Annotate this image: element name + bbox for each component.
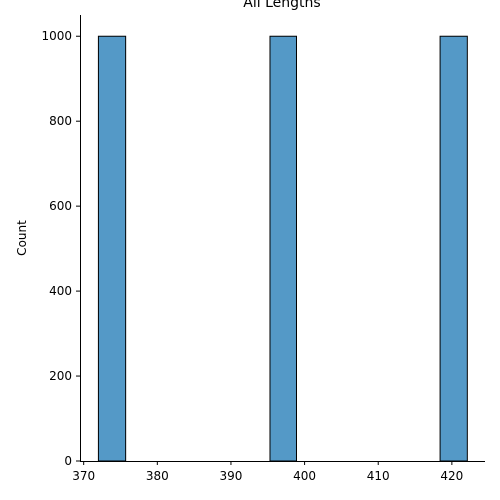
y-axis-label: Count: [15, 220, 29, 256]
y-tick-label: 200: [49, 369, 72, 383]
x-ticks-group: 370 380 390 400 410 420: [72, 461, 463, 483]
y-tick-label: 800: [49, 114, 72, 128]
x-tick-label: 410: [367, 469, 390, 483]
histogram-bar-1: [97, 35, 127, 462]
x-tick-label: 390: [220, 469, 243, 483]
x-tick-label: 400: [293, 469, 316, 483]
y-ticks-group: 0 200 400 600 800 1000: [41, 29, 80, 468]
x-tick-label: 380: [146, 469, 169, 483]
histogram-bar-2: [269, 35, 297, 462]
histogram-bar-3: [439, 35, 468, 462]
x-tick-label: 420: [440, 469, 463, 483]
y-tick-label: 600: [49, 199, 72, 213]
y-tick-label: 0: [64, 454, 72, 468]
chart-title: All Lengths: [243, 0, 320, 11]
y-tick-label: 1000: [41, 29, 72, 43]
x-tick-label: 370: [72, 469, 95, 483]
y-tick-label: 400: [49, 284, 72, 298]
bars-group: [97, 35, 468, 462]
